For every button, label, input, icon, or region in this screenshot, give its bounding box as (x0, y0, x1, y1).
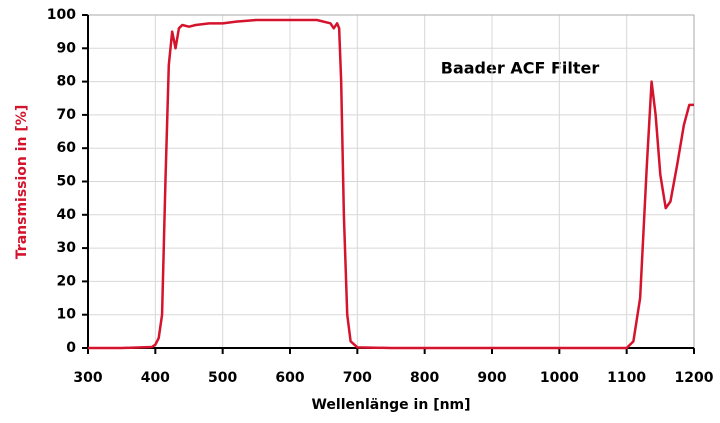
y-tick-label: 70 (57, 107, 77, 123)
y-tick-label: 80 (57, 74, 77, 90)
y-tick-label: 90 (57, 40, 77, 56)
y-tick-label: 60 (57, 140, 77, 156)
data-line (88, 18, 694, 350)
y-tick-label: 20 (57, 273, 77, 289)
x-tick-label: 700 (343, 370, 372, 386)
x-tick-label: 1100 (607, 370, 646, 386)
x-axis-label: Wellenlänge in [nm] (311, 397, 470, 413)
x-tick-label: 500 (208, 370, 237, 386)
x-tick-label: 800 (410, 370, 439, 386)
y-tick-label: 30 (57, 240, 77, 256)
y-tick-label: 50 (57, 174, 77, 190)
chart-title: Baader ACF Filter (441, 59, 600, 78)
x-tick-label: 900 (477, 370, 506, 386)
x-tick-label: 1000 (540, 370, 579, 386)
x-tick-label: 400 (141, 370, 170, 386)
x-tick-label: 1200 (675, 370, 714, 386)
y-tick-label: 100 (47, 7, 76, 23)
y-axis-label: Transmission in [%] (14, 105, 30, 259)
x-tick-label: 600 (275, 370, 304, 386)
x-tick-label: 300 (73, 370, 102, 386)
y-tick-label: 0 (66, 340, 76, 356)
y-tick-label: 40 (57, 207, 77, 223)
y-tick-label: 10 (57, 307, 77, 323)
